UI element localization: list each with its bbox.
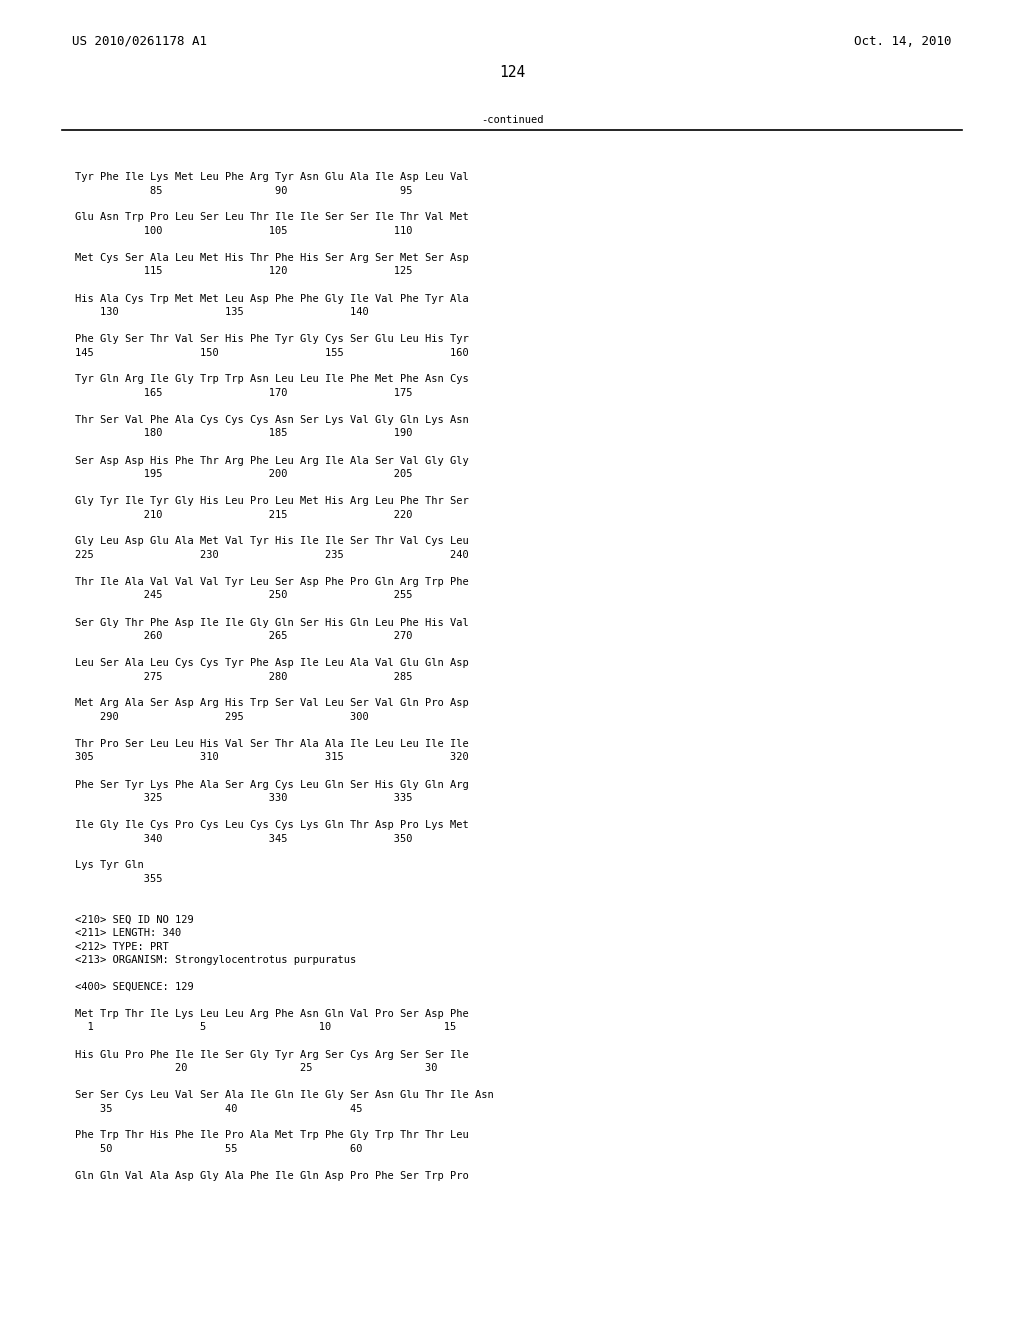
Text: His Ala Cys Trp Met Met Leu Asp Phe Phe Gly Ile Val Phe Tyr Ala: His Ala Cys Trp Met Met Leu Asp Phe Phe …: [75, 293, 469, 304]
Text: Thr Pro Ser Leu Leu His Val Ser Thr Ala Ala Ile Leu Leu Ile Ile: Thr Pro Ser Leu Leu His Val Ser Thr Ala …: [75, 739, 469, 748]
Text: 130                 135                 140: 130 135 140: [75, 308, 369, 317]
Text: 340                 345                 350: 340 345 350: [75, 833, 413, 843]
Text: 35                  40                  45: 35 40 45: [75, 1104, 362, 1114]
Text: Gly Leu Asp Glu Ala Met Val Tyr His Ile Ile Ser Thr Val Cys Leu: Gly Leu Asp Glu Ala Met Val Tyr His Ile …: [75, 536, 469, 546]
Text: Thr Ser Val Phe Ala Cys Cys Cys Asn Ser Lys Val Gly Gln Lys Asn: Thr Ser Val Phe Ala Cys Cys Cys Asn Ser …: [75, 414, 469, 425]
Text: Glu Asn Trp Pro Leu Ser Leu Thr Ile Ile Ser Ser Ile Thr Val Met: Glu Asn Trp Pro Leu Ser Leu Thr Ile Ile …: [75, 213, 469, 223]
Text: 305                 310                 315                 320: 305 310 315 320: [75, 752, 469, 763]
Text: <211> LENGTH: 340: <211> LENGTH: 340: [75, 928, 181, 939]
Text: 290                 295                 300: 290 295 300: [75, 711, 369, 722]
Text: Ser Gly Thr Phe Asp Ile Ile Gly Gln Ser His Gln Leu Phe His Val: Ser Gly Thr Phe Asp Ile Ile Gly Gln Ser …: [75, 618, 469, 627]
Text: 245                 250                 255: 245 250 255: [75, 590, 413, 601]
Text: Gly Tyr Ile Tyr Gly His Leu Pro Leu Met His Arg Leu Phe Thr Ser: Gly Tyr Ile Tyr Gly His Leu Pro Leu Met …: [75, 496, 469, 506]
Text: -continued: -continued: [480, 115, 544, 125]
Text: US 2010/0261178 A1: US 2010/0261178 A1: [72, 36, 207, 48]
Text: <400> SEQUENCE: 129: <400> SEQUENCE: 129: [75, 982, 194, 993]
Text: Tyr Gln Arg Ile Gly Trp Trp Asn Leu Leu Ile Phe Met Phe Asn Cys: Tyr Gln Arg Ile Gly Trp Trp Asn Leu Leu …: [75, 375, 469, 384]
Text: <210> SEQ ID NO 129: <210> SEQ ID NO 129: [75, 915, 194, 924]
Text: 260                 265                 270: 260 265 270: [75, 631, 413, 642]
Text: 355: 355: [75, 874, 163, 884]
Text: 115                 120                 125: 115 120 125: [75, 267, 413, 276]
Text: 145                 150                 155                 160: 145 150 155 160: [75, 347, 469, 358]
Text: His Glu Pro Phe Ile Ile Ser Gly Tyr Arg Ser Cys Arg Ser Ser Ile: His Glu Pro Phe Ile Ile Ser Gly Tyr Arg …: [75, 1049, 469, 1060]
Text: Met Cys Ser Ala Leu Met His Thr Phe His Ser Arg Ser Met Ser Asp: Met Cys Ser Ala Leu Met His Thr Phe His …: [75, 253, 469, 263]
Text: <213> ORGANISM: Strongylocentrotus purpuratus: <213> ORGANISM: Strongylocentrotus purpu…: [75, 954, 356, 965]
Text: 124: 124: [499, 65, 525, 81]
Text: Met Arg Ala Ser Asp Arg His Trp Ser Val Leu Ser Val Gln Pro Asp: Met Arg Ala Ser Asp Arg His Trp Ser Val …: [75, 698, 469, 709]
Text: Tyr Phe Ile Lys Met Leu Phe Arg Tyr Asn Glu Ala Ile Asp Leu Val: Tyr Phe Ile Lys Met Leu Phe Arg Tyr Asn …: [75, 172, 469, 182]
Text: 1                 5                  10                  15: 1 5 10 15: [75, 1023, 457, 1032]
Text: 195                 200                 205: 195 200 205: [75, 469, 413, 479]
Text: <212> TYPE: PRT: <212> TYPE: PRT: [75, 941, 169, 952]
Text: 180                 185                 190: 180 185 190: [75, 429, 413, 438]
Text: Leu Ser Ala Leu Cys Cys Tyr Phe Asp Ile Leu Ala Val Glu Gln Asp: Leu Ser Ala Leu Cys Cys Tyr Phe Asp Ile …: [75, 657, 469, 668]
Text: 275                 280                 285: 275 280 285: [75, 672, 413, 681]
Text: Ser Ser Cys Leu Val Ser Ala Ile Gln Ile Gly Ser Asn Glu Thr Ile Asn: Ser Ser Cys Leu Val Ser Ala Ile Gln Ile …: [75, 1090, 494, 1100]
Text: Phe Trp Thr His Phe Ile Pro Ala Met Trp Phe Gly Trp Thr Thr Leu: Phe Trp Thr His Phe Ile Pro Ala Met Trp …: [75, 1130, 469, 1140]
Text: Lys Tyr Gln: Lys Tyr Gln: [75, 861, 143, 870]
Text: 210                 215                 220: 210 215 220: [75, 510, 413, 520]
Text: Thr Ile Ala Val Val Val Tyr Leu Ser Asp Phe Pro Gln Arg Trp Phe: Thr Ile Ala Val Val Val Tyr Leu Ser Asp …: [75, 577, 469, 587]
Text: Gln Gln Val Ala Asp Gly Ala Phe Ile Gln Asp Pro Phe Ser Trp Pro: Gln Gln Val Ala Asp Gly Ala Phe Ile Gln …: [75, 1171, 469, 1181]
Text: 20                  25                  30: 20 25 30: [75, 1063, 437, 1073]
Text: 100                 105                 110: 100 105 110: [75, 226, 413, 236]
Text: 85                  90                  95: 85 90 95: [75, 186, 413, 195]
Text: 165                 170                 175: 165 170 175: [75, 388, 413, 399]
Text: Ile Gly Ile Cys Pro Cys Leu Cys Cys Lys Gln Thr Asp Pro Lys Met: Ile Gly Ile Cys Pro Cys Leu Cys Cys Lys …: [75, 820, 469, 830]
Text: Phe Ser Tyr Lys Phe Ala Ser Arg Cys Leu Gln Ser His Gly Gln Arg: Phe Ser Tyr Lys Phe Ala Ser Arg Cys Leu …: [75, 780, 469, 789]
Text: 325                 330                 335: 325 330 335: [75, 793, 413, 803]
Text: Phe Gly Ser Thr Val Ser His Phe Tyr Gly Cys Ser Glu Leu His Tyr: Phe Gly Ser Thr Val Ser His Phe Tyr Gly …: [75, 334, 469, 345]
Text: Met Trp Thr Ile Lys Leu Leu Arg Phe Asn Gln Val Pro Ser Asp Phe: Met Trp Thr Ile Lys Leu Leu Arg Phe Asn …: [75, 1008, 469, 1019]
Text: 50                  55                  60: 50 55 60: [75, 1144, 362, 1154]
Text: Oct. 14, 2010: Oct. 14, 2010: [854, 36, 952, 48]
Text: Ser Asp Asp His Phe Thr Arg Phe Leu Arg Ile Ala Ser Val Gly Gly: Ser Asp Asp His Phe Thr Arg Phe Leu Arg …: [75, 455, 469, 466]
Text: 225                 230                 235                 240: 225 230 235 240: [75, 550, 469, 560]
